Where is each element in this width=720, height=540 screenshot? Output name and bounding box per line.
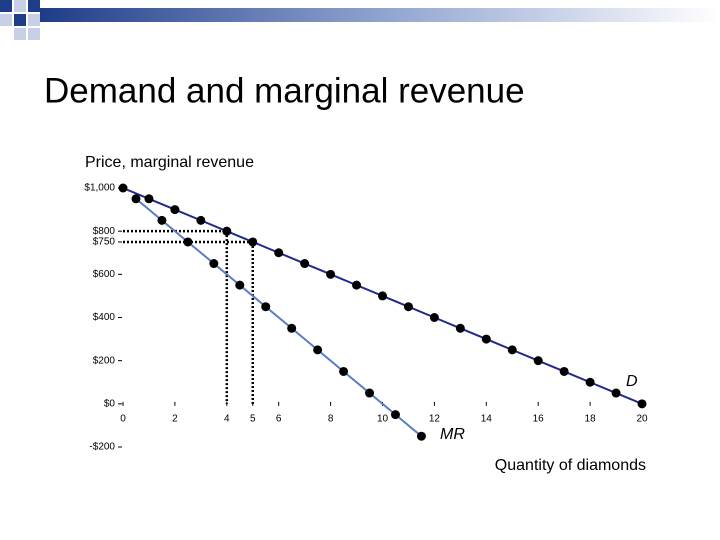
data-point bbox=[559, 366, 569, 376]
x-tick-label: 2 bbox=[172, 413, 178, 424]
series-label: MR bbox=[440, 426, 465, 443]
y-tick-label: $1,000 bbox=[84, 183, 115, 194]
x-tick-label: 6 bbox=[276, 413, 282, 424]
data-point bbox=[507, 345, 517, 355]
data-point bbox=[352, 280, 362, 290]
data-point bbox=[261, 302, 271, 312]
y-tick-label: -$200 bbox=[89, 442, 115, 453]
data-point bbox=[455, 323, 465, 333]
data-point bbox=[196, 215, 206, 225]
data-point bbox=[248, 237, 258, 247]
slide-title: Demand and marginal revenue bbox=[44, 71, 525, 110]
y-tick-label: $200 bbox=[93, 355, 116, 366]
x-tick-label: 20 bbox=[636, 413, 648, 424]
y-axis-label: Price, marginal revenue bbox=[85, 154, 254, 171]
data-point bbox=[481, 334, 491, 344]
y-tick-label: $750 bbox=[93, 237, 116, 248]
x-tick-label: 4 bbox=[224, 413, 230, 424]
data-point bbox=[339, 366, 349, 376]
y-tick-label: $400 bbox=[93, 312, 116, 323]
data-point bbox=[274, 248, 284, 258]
header-decoration bbox=[0, 0, 720, 40]
x-tick-label: 5 bbox=[250, 413, 256, 424]
data-point bbox=[157, 215, 167, 225]
x-axis-label: Quantity of diamonds bbox=[495, 457, 646, 474]
data-point bbox=[533, 356, 543, 366]
data-point bbox=[585, 377, 595, 387]
data-point bbox=[326, 269, 336, 279]
data-point bbox=[131, 194, 141, 204]
x-tick-label: 16 bbox=[533, 413, 545, 424]
data-point bbox=[416, 431, 426, 441]
data-point bbox=[287, 323, 297, 333]
x-tick-label: 12 bbox=[429, 413, 441, 424]
data-point bbox=[235, 280, 245, 290]
x-tick-label: 8 bbox=[328, 413, 334, 424]
data-point bbox=[403, 302, 413, 312]
y-tick-label: $0 bbox=[104, 398, 116, 409]
data-point bbox=[209, 259, 219, 269]
x-tick-label: 10 bbox=[377, 413, 389, 424]
data-point bbox=[222, 226, 232, 236]
x-tick-label: 14 bbox=[481, 413, 493, 424]
series-line bbox=[135, 198, 423, 437]
data-point bbox=[183, 237, 193, 247]
y-tick-label: $600 bbox=[93, 269, 116, 280]
data-point bbox=[300, 259, 310, 269]
series-label: D bbox=[626, 373, 638, 390]
data-point bbox=[390, 410, 400, 420]
data-point bbox=[118, 183, 128, 193]
data-point bbox=[170, 205, 180, 215]
y-tick-label: $800 bbox=[93, 226, 116, 237]
data-point bbox=[429, 313, 439, 322]
data-point bbox=[378, 291, 387, 301]
x-tick-label: 18 bbox=[585, 413, 597, 424]
data-point bbox=[365, 388, 375, 398]
data-point bbox=[637, 399, 647, 409]
data-point bbox=[144, 194, 154, 204]
data-point bbox=[313, 345, 323, 355]
x-tick-label: 0 bbox=[120, 413, 126, 424]
data-point bbox=[611, 388, 621, 398]
